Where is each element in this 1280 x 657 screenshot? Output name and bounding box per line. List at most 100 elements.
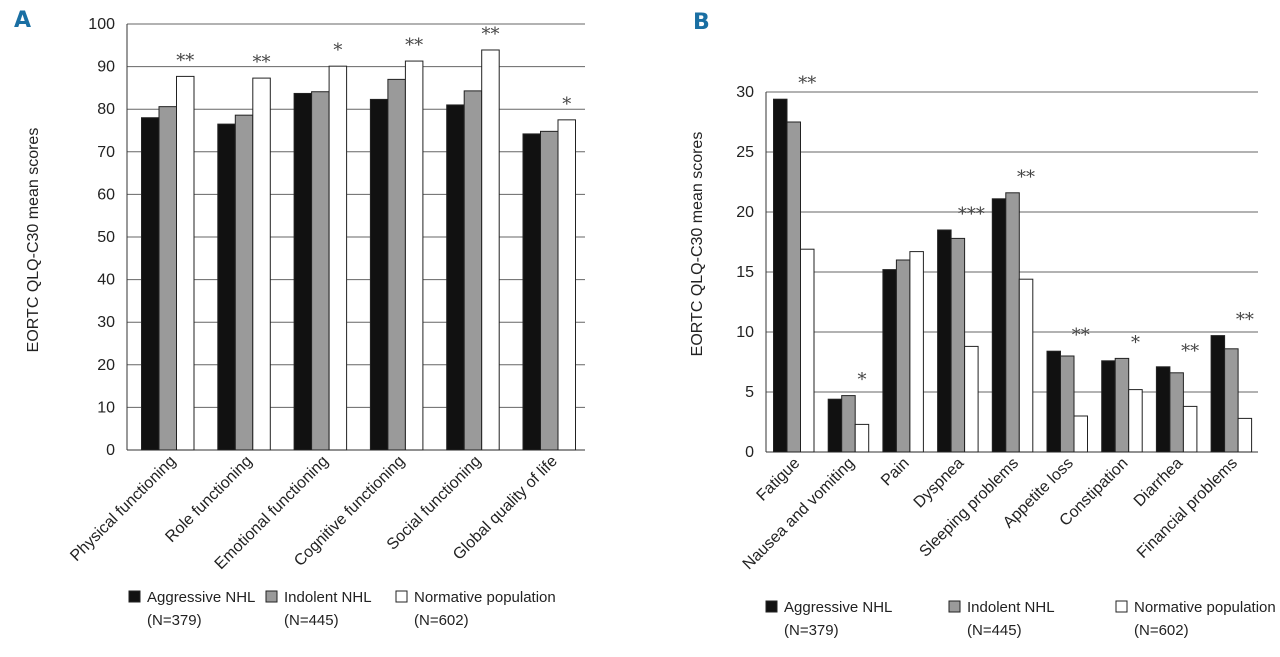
panel-b-bar-indolent-nhl-nausea-and-vomiting xyxy=(841,395,856,453)
panel-a-bar-indolent-nhl-role-functioning xyxy=(234,114,254,451)
panel-a-significance-physical-functioning: ** xyxy=(176,50,194,71)
panel-b-legend-swatch-aggressive-nhl xyxy=(765,600,778,613)
panel-a-legend-label-aggressive-nhl: Aggressive NHL xyxy=(147,589,255,606)
panel-a-bar-indolent-nhl-emotional-functioning xyxy=(311,91,330,451)
panel-b-legend-label-normative-population: Normative population xyxy=(1134,599,1276,616)
panel-b-bar-normative-population-appetite-loss xyxy=(1073,415,1088,453)
panel-b-bar-normative-population-diarrhea xyxy=(1182,405,1198,453)
panel-a-significance-global-quality-of-life: * xyxy=(562,94,571,115)
panel-a-legend-n-aggressive-nhl: (N=379) xyxy=(147,612,202,629)
panel-b-legend-n-aggressive-nhl: (N=379) xyxy=(784,622,839,639)
panel-a-y-tick-label: 80 xyxy=(97,101,115,118)
panel-a-significance-social-functioning: ** xyxy=(481,24,499,45)
panel-a-bar-normative-population-global-quality-of-life xyxy=(557,119,576,451)
panel-a-significance-role-functioning: ** xyxy=(253,52,271,73)
panel-b-legend-swatch-normative-population xyxy=(1115,600,1128,613)
panel-a-y-tick-label: 90 xyxy=(97,59,115,76)
panel-a-y-tick-label: 60 xyxy=(97,186,115,203)
panel-b-significance-fatigue: ** xyxy=(798,73,816,94)
panel-b-bar-normative-population-dyspnea xyxy=(964,345,979,453)
panel-b-legend-n-indolent-nhl: (N=445) xyxy=(967,622,1022,639)
panel-a-y-axis-label: EORTC QLQ-C30 mean scores xyxy=(25,128,42,353)
panel-b-y-tick-label: 20 xyxy=(736,204,754,221)
panel-a-y-tick-label: 40 xyxy=(97,272,115,289)
panel-b-y-tick-label: 25 xyxy=(736,144,754,161)
panel-b-y-tick-label: 10 xyxy=(736,324,754,341)
panel-b-significance-appetite-loss: ** xyxy=(1072,325,1090,346)
panel-b-significance-nausea-and-vomiting: * xyxy=(857,370,866,391)
panel-a-significance-emotional-functioning: * xyxy=(333,40,342,61)
panel-a-legend-label-normative-population: Normative population xyxy=(414,589,556,606)
panel-a-label: A xyxy=(14,8,31,33)
panel-b-bar-indolent-nhl-fatigue xyxy=(786,121,801,453)
panel-a-bar-normative-population-cognitive-functioning xyxy=(404,60,424,451)
panel-b-legend-n-normative-population: (N=602) xyxy=(1134,622,1189,639)
panel-a-y-tick-label: 100 xyxy=(88,16,115,33)
panel-a-y-tick-label: 70 xyxy=(97,144,115,161)
panel-b-y-tick-label: 30 xyxy=(736,84,754,101)
panel-b-x-tick-label-dyspnea: Dyspnea xyxy=(911,455,968,512)
panel-a-y-tick-label: 50 xyxy=(97,229,115,246)
panel-b-x-tick-label-pain: Pain xyxy=(878,455,913,490)
panel-b-bar-aggressive-nhl-financial-problems xyxy=(1210,335,1226,453)
panel-a-y-tick-label: 20 xyxy=(97,357,115,374)
panel-b-bar-normative-population-fatigue xyxy=(800,248,815,453)
panel-a-bar-aggressive-nhl-physical-functioning xyxy=(141,117,160,451)
panel-a-y-tick-label: 30 xyxy=(97,314,115,331)
panel-b-x-tick-label-financial-problems: Financial problems xyxy=(1134,455,1241,562)
panel-b-x-tick-label-nausea-and-vomiting: Nausea and vomiting xyxy=(740,455,858,573)
panel-a-y-tick-label: 10 xyxy=(97,399,115,416)
panel-a-bar-aggressive-nhl-emotional-functioning xyxy=(293,92,313,451)
panel-a-legend-label-indolent-nhl: Indolent NHL xyxy=(284,589,372,606)
panel-a-legend-n-normative-population: (N=602) xyxy=(414,612,469,629)
panel-b-bar-indolent-nhl-diarrhea xyxy=(1169,372,1184,453)
panel-a-bar-normative-population-social-functioning xyxy=(481,49,500,451)
panel-b-bar-normative-population-pain xyxy=(909,251,924,453)
panel-b-bar-normative-population-sleeping-problems xyxy=(1018,278,1034,453)
panel-b-bar-aggressive-nhl-nausea-and-vomiting xyxy=(827,398,843,453)
panel-a-significance-cognitive-functioning: ** xyxy=(405,35,423,56)
panel-a-bar-normative-population-emotional-functioning xyxy=(328,65,348,451)
panel-b-bar-indolent-nhl-constipation xyxy=(1114,357,1130,453)
panel-b-significance-diarrhea: ** xyxy=(1181,341,1199,362)
panel-a-bar-aggressive-nhl-global-quality-of-life xyxy=(522,133,541,451)
panel-b-plot: 0 5 10 15 20 25 30 ** Fatigue * Nausea and vomitin… xyxy=(736,73,1276,639)
panel-b-bar-indolent-nhl-dyspnea xyxy=(950,237,966,453)
panel-a-y-tick-label: 0 xyxy=(106,442,115,459)
panel-a-bar-indolent-nhl-global-quality-of-life xyxy=(540,130,559,451)
panel-b-significance-constipation: * xyxy=(1131,332,1140,353)
panel-a-bar-indolent-nhl-physical-functioning xyxy=(158,106,177,451)
panel-a-legend-swatch-indolent-nhl xyxy=(265,590,278,603)
panel-b-bar-indolent-nhl-sleeping-problems xyxy=(1005,192,1020,453)
panel-b-bar-normative-population-financial-problems xyxy=(1237,417,1253,453)
panel-a-x-tick-label-physical-functioning: Physical functioning xyxy=(67,453,179,565)
panel-a-legend-swatch-aggressive-nhl xyxy=(128,590,141,603)
panel-b-y-tick-label: 0 xyxy=(745,444,754,461)
panel-a-bar-normative-population-physical-functioning xyxy=(176,75,195,451)
panel-b-bar-normative-population-nausea-and-vomiting xyxy=(854,423,870,453)
panel-b-y-axis-label: EORTC QLQ-C30 mean scores xyxy=(689,132,706,357)
panel-b-bar-aggressive-nhl-fatigue xyxy=(773,98,788,453)
panel-b-bar-aggressive-nhl-pain xyxy=(882,269,897,453)
panel-b-legend-label-aggressive-nhl: Aggressive NHL xyxy=(784,599,892,616)
panel-a-bar-normative-population-role-functioning xyxy=(252,77,271,451)
panel-a-bar-aggressive-nhl-role-functioning xyxy=(217,123,236,451)
panel-b-bar-aggressive-nhl-constipation xyxy=(1101,360,1116,453)
panel-a-bar-indolent-nhl-social-functioning xyxy=(463,90,483,451)
panel-a-bar-aggressive-nhl-social-functioning xyxy=(446,104,465,451)
panel-b-label: B xyxy=(693,10,710,35)
panel-b-bar-aggressive-nhl-dyspnea xyxy=(937,229,952,453)
panel-b-legend-swatch-indolent-nhl xyxy=(948,600,961,613)
panel-b-legend-label-indolent-nhl: Indolent NHL xyxy=(967,599,1055,616)
panel-a-bar-indolent-nhl-cognitive-functioning xyxy=(387,78,406,451)
panel-b-bar-aggressive-nhl-diarrhea xyxy=(1155,366,1171,453)
panel-b-significance-financial-problems: ** xyxy=(1236,310,1254,331)
panel-b-significance-dyspnea: *** xyxy=(958,204,985,225)
panel-b-bar-indolent-nhl-financial-problems xyxy=(1224,348,1239,453)
panel-b-significance-sleeping-problems: ** xyxy=(1017,167,1035,188)
panel-b-y-tick-label: 5 xyxy=(745,384,754,401)
panel-b-bar-aggressive-nhl-appetite-loss xyxy=(1046,350,1061,453)
panel-b-bar-indolent-nhl-pain xyxy=(895,259,911,453)
